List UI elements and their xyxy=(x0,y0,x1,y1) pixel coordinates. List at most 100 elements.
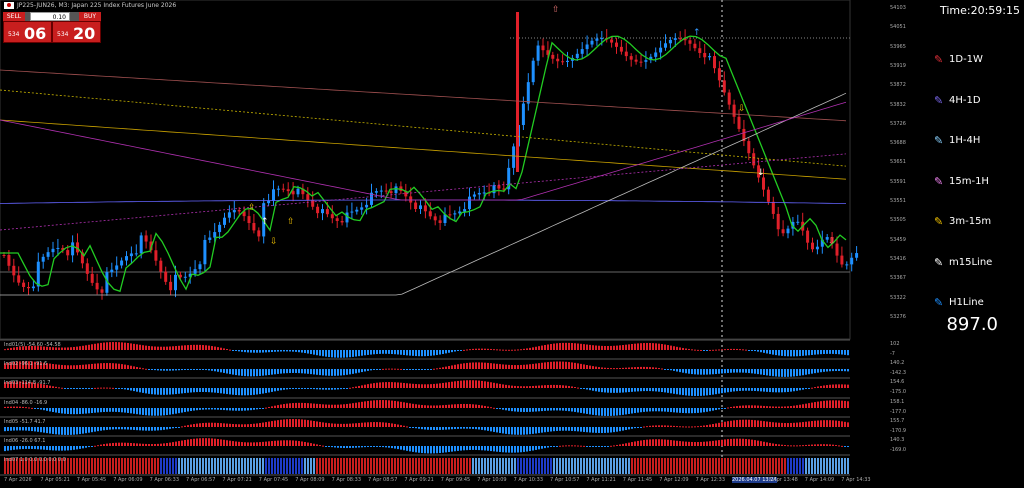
histogram-bar xyxy=(316,350,318,356)
histogram-bar xyxy=(226,369,228,374)
histogram-bar xyxy=(526,408,528,412)
histogram-bar xyxy=(649,458,651,474)
histogram-bar xyxy=(238,458,240,474)
histogram-bar xyxy=(277,458,279,474)
histogram-bar xyxy=(532,458,534,474)
histogram-bar xyxy=(325,404,327,408)
sell-label[interactable]: SELL xyxy=(3,12,25,21)
histogram-bar xyxy=(706,388,708,396)
histogram-bar xyxy=(154,388,156,395)
histogram-bar xyxy=(784,388,786,393)
histogram-bar xyxy=(676,346,678,350)
histogram-bar xyxy=(649,367,651,369)
histogram-bar xyxy=(328,458,330,474)
histogram-bar xyxy=(676,408,678,413)
time-tick: 7 Apr 10:33 xyxy=(513,477,544,483)
pen-icon[interactable]: ✎ xyxy=(934,296,944,309)
histogram-bar xyxy=(613,388,615,393)
histogram-bar xyxy=(829,384,831,388)
volume-up-icon[interactable] xyxy=(70,12,79,21)
histogram-bar xyxy=(502,384,504,388)
histogram-bar xyxy=(847,458,849,474)
pen-icon[interactable]: ✎ xyxy=(934,255,944,269)
histogram-bar xyxy=(313,420,315,427)
histogram-bar xyxy=(616,444,618,446)
histogram-bar xyxy=(109,408,111,412)
histogram-bar xyxy=(835,384,837,388)
histogram-bar xyxy=(814,350,816,355)
histogram-bar xyxy=(103,387,105,389)
histogram-bar xyxy=(460,458,462,474)
histogram-bar xyxy=(16,446,18,450)
histogram-bar xyxy=(307,458,309,474)
histogram-bar xyxy=(607,388,609,393)
signal-arrow-icon: ↓ xyxy=(757,168,765,178)
histogram-bar xyxy=(154,369,156,371)
sell-button[interactable]: 534 06 xyxy=(3,21,52,43)
histogram-bar xyxy=(19,381,21,388)
histogram-bar xyxy=(346,403,348,408)
histogram-bar xyxy=(526,458,528,474)
histogram-bar xyxy=(373,350,375,355)
histogram-bar xyxy=(172,388,174,395)
histogram-bar xyxy=(775,388,777,393)
histogram-bar xyxy=(640,440,642,446)
pen-icon[interactable]: ✎ xyxy=(934,134,944,147)
histogram-bar xyxy=(595,446,597,447)
histogram-bar xyxy=(334,404,336,408)
histogram-bar xyxy=(76,446,78,450)
histogram-bar xyxy=(823,369,825,372)
histogram-bar xyxy=(382,446,384,448)
histogram-bar xyxy=(682,369,684,373)
histogram-bar xyxy=(817,401,819,408)
pen-icon[interactable]: ✎ xyxy=(934,93,944,107)
histogram-bar xyxy=(811,444,813,446)
histogram-bar xyxy=(811,458,813,474)
buy-button[interactable]: 534 20 xyxy=(52,21,101,43)
candle-body xyxy=(477,192,481,195)
histogram-bar xyxy=(172,408,174,415)
pen-icon[interactable]: ✎ xyxy=(934,215,944,228)
histogram-bar xyxy=(622,443,624,446)
histogram-bar xyxy=(433,458,435,474)
histogram-bar xyxy=(742,349,744,351)
histogram-bar xyxy=(631,442,633,446)
volume-down-icon[interactable] xyxy=(25,12,30,21)
candle-body xyxy=(561,61,565,63)
pen-icon[interactable]: ✎ xyxy=(934,174,944,188)
histogram-bar xyxy=(34,361,36,369)
candle-body xyxy=(335,218,339,221)
histogram-bar xyxy=(16,406,18,408)
histogram-bar xyxy=(202,438,204,446)
histogram-bar xyxy=(751,439,753,446)
candle-body xyxy=(350,211,354,213)
histogram-bar xyxy=(451,446,453,452)
histogram-bar xyxy=(217,369,219,372)
histogram-bar xyxy=(721,349,723,351)
histogram-bar xyxy=(139,388,141,393)
candle-body xyxy=(507,167,511,190)
histogram-bar xyxy=(757,350,759,352)
histogram-bar xyxy=(484,362,486,369)
histogram-bar xyxy=(790,422,792,427)
histogram-bar xyxy=(4,363,6,369)
histogram-bar xyxy=(499,364,501,369)
histogram-bar xyxy=(559,361,561,369)
histogram-bar xyxy=(460,404,462,408)
histogram-bar xyxy=(640,408,642,413)
histogram-bar xyxy=(319,369,321,376)
histogram-bar xyxy=(37,458,39,474)
histogram-bar xyxy=(430,458,432,474)
histogram-bar xyxy=(91,408,93,414)
histogram-bar xyxy=(301,419,303,427)
histogram-bar xyxy=(832,369,834,372)
pen-icon[interactable]: ✎ xyxy=(934,53,944,66)
histogram-bar xyxy=(307,403,309,408)
histogram-bar xyxy=(115,363,117,369)
histogram-bar xyxy=(682,426,684,428)
histogram-bar xyxy=(700,408,702,413)
volume-input[interactable]: 0.10 xyxy=(30,12,70,21)
histogram-bar xyxy=(526,348,528,350)
buy-label[interactable]: BUY xyxy=(79,12,101,21)
